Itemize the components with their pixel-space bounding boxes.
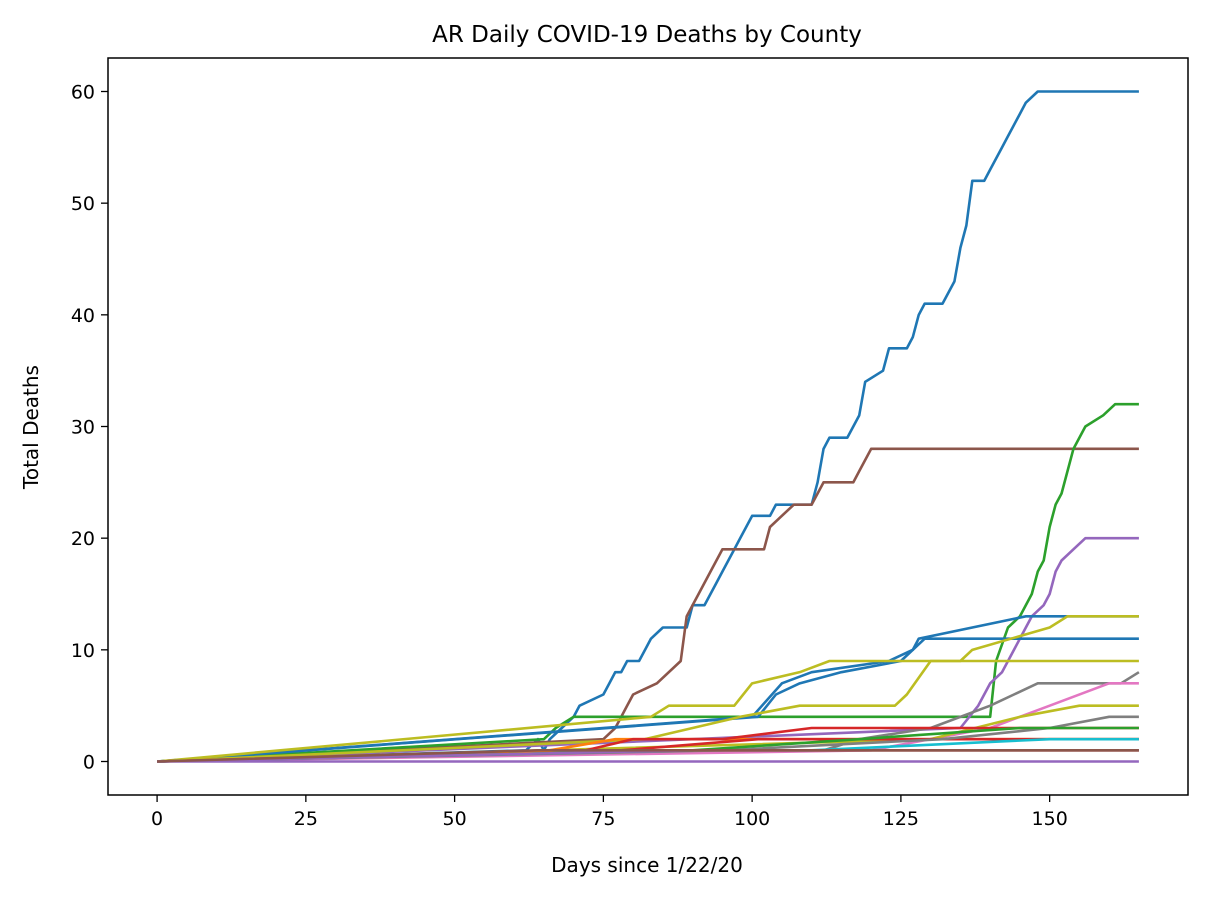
x-tick-label: 75 (591, 808, 615, 830)
series-layer (156, 90, 1140, 763)
y-tick-label: 10 (71, 640, 95, 662)
x-tick-label: 100 (734, 808, 770, 830)
series-line-1 (157, 90, 1139, 763)
x-tick-label: 125 (883, 808, 919, 830)
series-line-2 (157, 447, 1139, 763)
y-tick-label: 60 (71, 82, 95, 104)
series-line-21 (157, 749, 1139, 763)
chart-title: AR Daily COVID-19 Deaths by County (432, 22, 862, 48)
series-line-7 (156, 615, 1139, 763)
x-axis-label: Days since 1/22/20 (551, 853, 743, 877)
y-tick-label: 0 (83, 752, 95, 774)
series-line-3 (157, 402, 1139, 763)
x-tick-label: 150 (1032, 808, 1068, 830)
y-tick-label: 30 (71, 417, 95, 439)
x-tick-label: 25 (294, 808, 318, 830)
y-axis-label: Total Deaths (19, 365, 43, 490)
y-tick-label: 20 (71, 528, 95, 550)
x-tick-label: 50 (443, 808, 467, 830)
series-line-8 (157, 659, 1139, 763)
y-tick-label: 40 (71, 305, 95, 327)
y-axis-ticks: 0 10 20 30 40 50 60 (71, 82, 108, 774)
y-tick-label: 50 (71, 193, 95, 215)
x-axis-ticks: 0 25 50 75 100 125 150 (151, 795, 1068, 830)
x-tick-label: 0 (151, 808, 163, 830)
